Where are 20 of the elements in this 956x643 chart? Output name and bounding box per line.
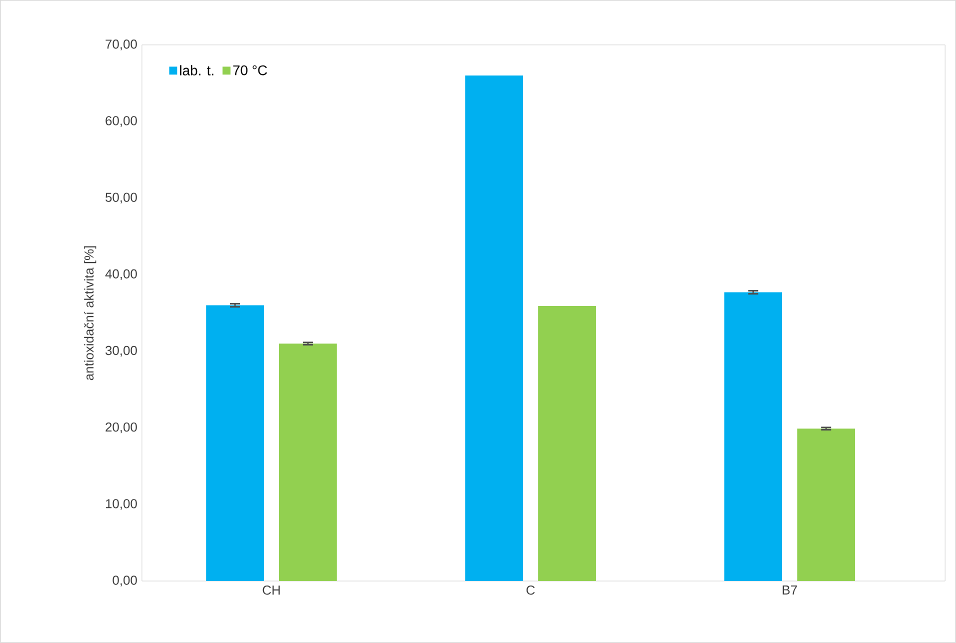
x-tick-label: C [526,586,535,595]
bar [538,306,596,582]
y-tick-label: 40,00 [105,269,137,280]
y-tick-label: 50,00 [106,192,137,204]
legend-label: lab. t. [180,65,214,76]
legend-label: 70 °C [233,65,267,76]
y-tick-label: 10,00 [106,499,137,510]
y-tick-label: 60,00 [106,116,137,127]
bar [206,305,264,582]
y-tick-label: 70,00 [106,40,137,50]
bar [797,428,856,582]
y-tick-label: 0,00 [112,576,137,586]
y-tick-label: 20,00 [106,422,137,434]
y-axis-title: antioxidační aktivita [%] [84,246,96,380]
bar [724,292,782,582]
x-tick-label: B7 [782,586,797,594]
x-tick-label: CH [262,586,280,595]
bar [465,76,524,582]
bar [278,344,337,582]
y-tick-label: 30,00 [106,346,137,357]
